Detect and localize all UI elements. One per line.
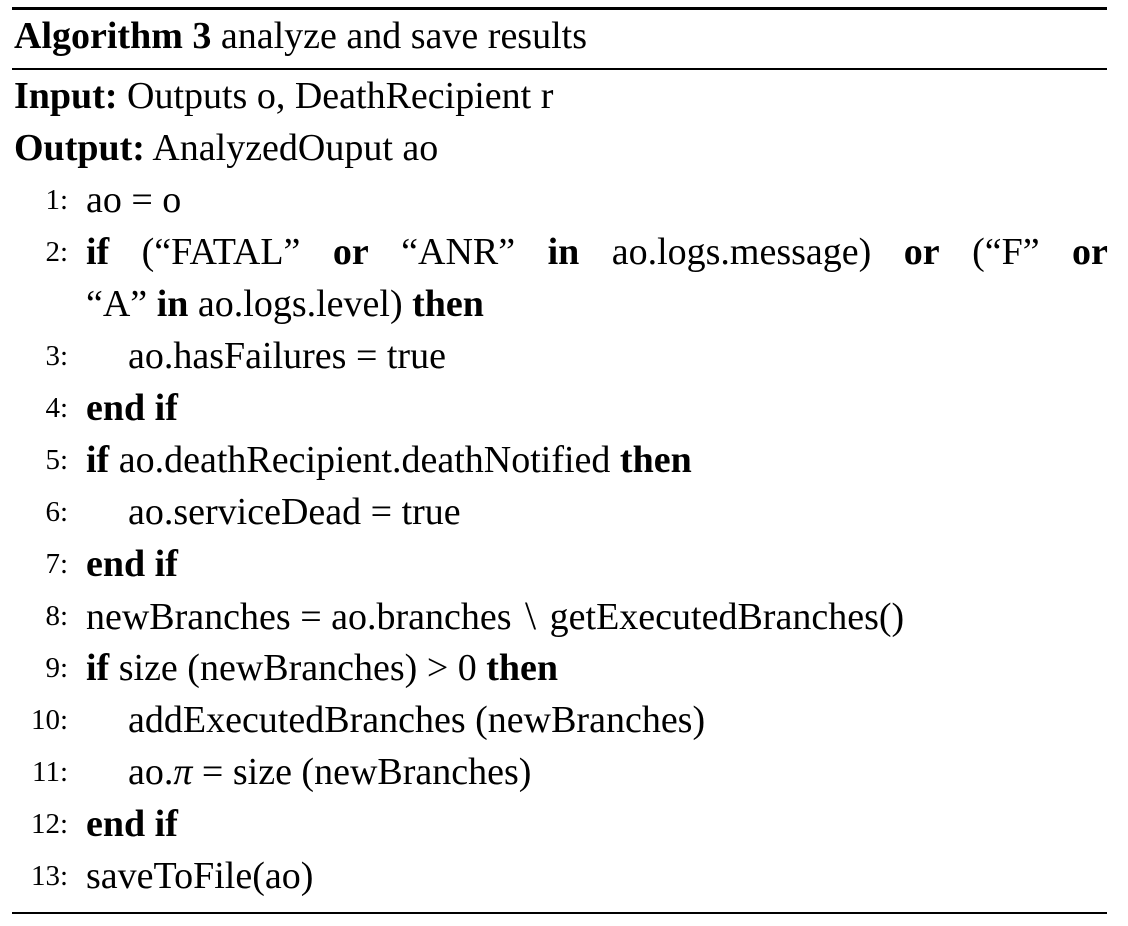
statement-setminus: newBranches = ao.branches \ getExecutedB…	[86, 594, 904, 639]
algorithm-title: analyze and save results	[220, 15, 587, 57]
condition-part: (“FATAL”	[141, 231, 301, 273]
condition-part: ao.deathRecipient.deathNotified	[118, 439, 611, 481]
statement: ao.serviceDead = true	[128, 491, 461, 533]
keyword-end-if: end if	[86, 803, 178, 845]
line-number: 13:	[30, 860, 68, 892]
keyword-if: if	[86, 647, 110, 689]
condition-part: (“F”	[972, 231, 1040, 273]
statement: ao.hasFailures = true	[128, 335, 446, 377]
algorithm-label: Algorithm 3	[14, 15, 212, 57]
keyword-end-if: end if	[86, 543, 178, 585]
condition-part: ao.logs.message)	[611, 231, 872, 273]
line-number: 8:	[45, 600, 68, 632]
keyword-if: if	[86, 439, 110, 481]
greater-than-operator: >	[426, 647, 449, 689]
keyword-if: if	[86, 231, 110, 273]
expression-left: newBranches = ao.branches	[86, 596, 512, 638]
expression-right: getExecutedBranches()	[549, 596, 905, 638]
statement: addExecutedBranches (newBranches)	[128, 699, 706, 741]
caption-rule	[12, 68, 1107, 70]
line-number: 6:	[45, 496, 68, 528]
line-number: 2:	[45, 236, 68, 268]
line-number: 10:	[30, 704, 68, 736]
output-line: Output: AnalyzedOuput ao	[14, 126, 438, 170]
condition-part: ao.logs.level)	[197, 283, 403, 325]
algorithm-caption: Algorithm 3 analyze and save results	[14, 14, 587, 58]
top-rule	[12, 7, 1107, 10]
keyword-in: in	[156, 283, 189, 325]
input-label: Input:	[14, 75, 118, 117]
keyword-in: in	[547, 231, 580, 273]
output-text: AnalyzedOuput ao	[152, 127, 439, 169]
input-line: Input: Outputs o, DeathRecipient r	[14, 74, 553, 118]
expression-prefix: ao.	[128, 751, 174, 793]
bottom-rule	[12, 912, 1107, 914]
keyword-end-if: end if	[86, 387, 178, 429]
setminus-operator: \	[525, 593, 537, 638]
line-number: 12:	[30, 808, 68, 840]
input-text: Outputs o, DeathRecipient r	[127, 75, 554, 117]
expression-left: size (newBranches)	[118, 647, 418, 689]
statement-if-condition-continued: “A” in ao.logs.level) then	[86, 282, 484, 326]
line-number: 9:	[45, 652, 68, 684]
line-number: 11:	[32, 756, 68, 788]
keyword-then: then	[619, 439, 692, 481]
statement-if-condition: if (“FATAL” or “ANR” in ao.logs.message)…	[86, 230, 1108, 274]
line-number: 7:	[45, 548, 68, 580]
keyword-then: then	[486, 647, 559, 689]
condition-part: “A”	[86, 283, 148, 325]
keyword-or: or	[903, 231, 940, 273]
keyword-or: or	[332, 231, 369, 273]
statement-if: if size (newBranches) > 0 then	[86, 646, 558, 690]
line-number: 3:	[45, 340, 68, 372]
keyword-or: or	[1072, 231, 1108, 273]
expression-right: 0	[457, 647, 477, 689]
keyword-then: then	[412, 283, 484, 325]
condition-part: “ANR”	[401, 231, 516, 273]
line-number: 4:	[45, 392, 68, 424]
statement-pi-assignment: ao.π = size (newBranches)	[128, 750, 531, 794]
pi-symbol: π	[173, 751, 193, 793]
statement: ao = o	[86, 179, 182, 221]
statement-if: if ao.deathRecipient.deathNotified then	[86, 438, 692, 482]
line-number: 5:	[45, 444, 68, 476]
expression-suffix: = size (newBranches)	[192, 751, 532, 793]
output-label: Output:	[14, 127, 145, 169]
statement: saveToFile(ao)	[86, 855, 314, 897]
line-number: 1:	[45, 184, 68, 216]
